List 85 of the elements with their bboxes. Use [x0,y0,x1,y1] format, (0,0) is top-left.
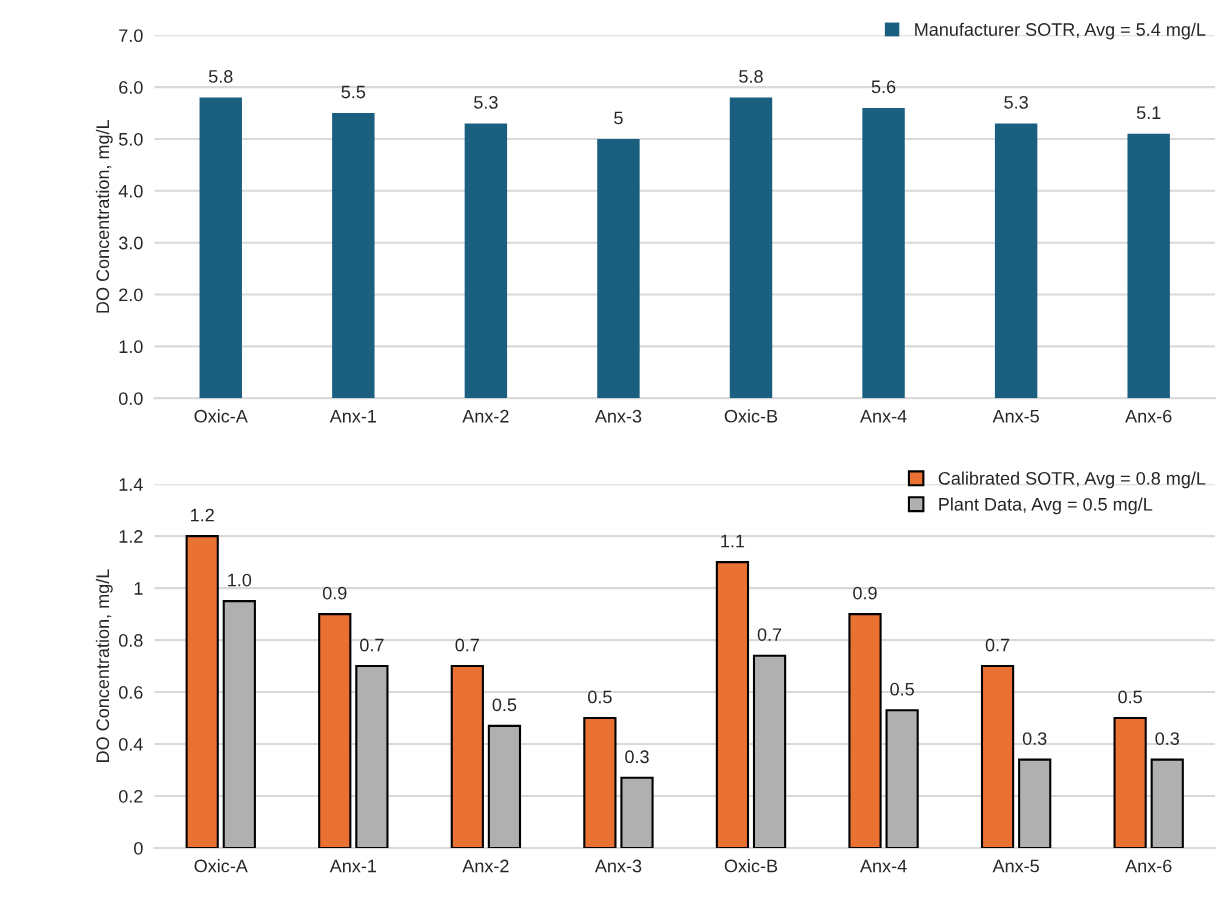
bar [980,665,1015,848]
data-label: 0.5 [890,682,914,696]
bar [715,561,750,848]
data-label: 5.3 [1004,95,1028,109]
data-label: 0.5 [1118,690,1142,704]
bar [332,113,375,399]
bar [185,535,219,848]
data-label: 0.7 [455,638,479,652]
bar [1150,758,1184,848]
bar [729,97,773,399]
y-tick-label: 1 [134,582,143,595]
data-label: 0.9 [853,586,877,600]
bar [318,613,352,848]
y-tick-label: 0.8 [118,634,143,647]
data-label: 5.6 [871,80,896,94]
bar [583,717,617,848]
x-tick-label: Anx-6 [1125,409,1172,423]
data-label: 5.1 [1136,106,1161,120]
legend-label: Plant Data, Avg = 0.5 mg/L [939,497,1153,515]
y-tick-label: 0.0 [118,392,143,405]
x-tick-label: Anx-1 [329,859,377,873]
bar [848,613,882,848]
y-tick-label: 1.4 [119,478,143,491]
bar [1113,717,1147,848]
bar [199,97,242,399]
bar [450,665,484,848]
y-tick-label: 6.0 [119,81,143,94]
data-label: 5.8 [208,70,233,83]
bar [1127,133,1170,399]
x-tick-label: Anx-4 [860,409,907,423]
data-label: 0.3 [1022,732,1047,745]
data-label: 1.1 [721,534,745,548]
y-tick-label: 1.2 [119,530,143,543]
bar [1018,758,1052,848]
bar [620,776,654,848]
data-label: 0.7 [985,638,1010,652]
y-tick-label: 0.2 [118,789,143,803]
bar [222,600,256,848]
y-tick-label: 7.0 [119,29,143,43]
bar [464,123,508,399]
y-tick-label: 3.0 [118,236,143,250]
bar [487,724,522,848]
x-tick-label: Oxic-B [724,859,778,873]
x-tick-label: Anx-4 [860,859,907,873]
data-label: 5.8 [739,70,763,83]
x-tick-label: Anx-2 [462,409,509,423]
x-tick-label: Anx-5 [992,409,1039,423]
data-label: 0.3 [1155,732,1179,745]
bar [355,665,389,848]
legend-label: Calibrated SOTR, Avg = 0.8 mg/L [938,471,1206,489]
y-tick-label: 0 [134,841,143,855]
data-label: 5 [614,111,623,125]
y-tick-label: 4.0 [118,184,143,198]
legend-label: Manufacturer SOTR, Avg = 5.4 mg/L [915,22,1206,40]
data-label: 0.9 [322,586,347,600]
x-tick-label: Anx-5 [992,859,1039,873]
x-tick-label: Oxic-B [724,409,778,423]
x-tick-label: Anx-2 [462,859,509,873]
data-label: 1.2 [191,508,214,522]
y-tick-label: 0.4 [118,737,143,751]
x-tick-label: Oxic-A [194,859,248,873]
bar [597,138,640,399]
x-tick-label: Anx-3 [594,409,642,423]
x-tick-label: Anx-3 [594,859,642,873]
y-tick-label: 5.0 [118,132,143,146]
bar [994,123,1038,399]
bar [752,654,787,848]
data-label: 0.5 [588,690,612,704]
y-axis-title: DO Concentration, mg/L [95,569,113,762]
y-tick-label: 0.6 [118,686,143,699]
x-tick-label: Oxic-A [194,409,248,423]
data-label: 0.3 [625,750,649,764]
data-label: 0.5 [492,698,517,712]
data-label: 5.3 [474,95,498,109]
y-tick-label: 1.0 [119,340,143,354]
bar [885,709,919,848]
data-label: 0.7 [757,628,782,642]
data-label: 1.0 [228,573,252,587]
y-tick-label: 2.0 [119,288,143,302]
x-tick-label: Anx-6 [1125,859,1172,873]
bar [862,107,905,399]
x-tick-label: Anx-1 [329,409,377,423]
data-label: 0.7 [360,638,384,652]
y-axis-title: DO Concentration, mg/L [95,120,113,313]
data-label: 5.5 [341,85,366,99]
